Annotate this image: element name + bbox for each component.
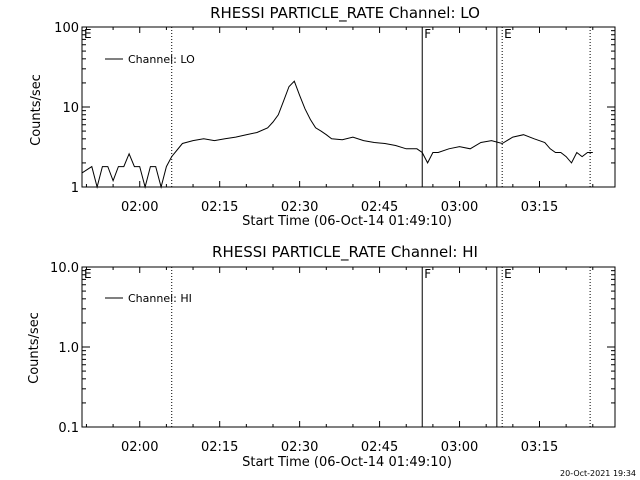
x-tick-label: 02:45 <box>361 200 398 215</box>
footer-timestamp: 20-Oct-2021 19:34 <box>560 469 636 478</box>
legend: Channel: HI <box>105 292 192 305</box>
chart-panel-hi: RHESSI PARTICLE_RATE Channel: HI Counts/… <box>27 243 616 470</box>
x-tick-label: 02:30 <box>281 200 318 215</box>
x-tick-label: 02:30 <box>281 440 318 455</box>
x-tick-label: 02:15 <box>201 440 238 455</box>
marker-label: F <box>424 27 431 41</box>
chart-panel-lo: RHESSI PARTICLE_RATE Channel: LO Counts/… <box>29 4 616 229</box>
legend-entry: Channel: LO <box>128 53 195 66</box>
x-tick-label: 02:15 <box>201 200 238 215</box>
marker-label: F <box>424 267 431 281</box>
y-tick-label: 10.0 <box>50 261 79 276</box>
x-tick-label: 03:00 <box>441 440 478 455</box>
y-axis-label: Counts/sec <box>29 74 44 146</box>
y-tick-label: 0.1 <box>58 421 79 436</box>
plot-frame <box>81 26 616 188</box>
x-tick-label: 02:45 <box>361 440 398 455</box>
chart-title: RHESSI PARTICLE_RATE Channel: LO <box>210 4 480 23</box>
y-tick-label: 1 <box>71 181 79 196</box>
x-tick-label: 02:00 <box>121 200 158 215</box>
series-line-lo <box>81 80 593 189</box>
legend-entry: Channel: HI <box>128 292 192 305</box>
x-axis-label: Start Time (06-Oct-14 01:49:10) <box>242 214 452 229</box>
y-tick-label: 100 <box>54 21 79 36</box>
marker-label: E <box>504 267 512 281</box>
chart-title: RHESSI PARTICLE_RATE Channel: HI <box>212 243 478 262</box>
marker-label: E <box>84 267 92 281</box>
x-axis-label: Start Time (06-Oct-14 01:49:10) <box>242 455 452 470</box>
marker-label: E <box>84 27 92 41</box>
y-tick-label: 1.0 <box>58 341 79 356</box>
x-tick-label: 02:00 <box>121 440 158 455</box>
y-tick-label: 10 <box>62 101 79 116</box>
y-axis-label: Counts/sec <box>27 312 42 384</box>
marker-label: E <box>504 27 512 41</box>
x-tick-label: 03:15 <box>521 200 558 215</box>
plot-frame <box>81 266 616 428</box>
x-tick-label: 03:15 <box>521 440 558 455</box>
x-tick-label: 03:00 <box>441 200 478 215</box>
legend: Channel: LO <box>105 53 195 66</box>
